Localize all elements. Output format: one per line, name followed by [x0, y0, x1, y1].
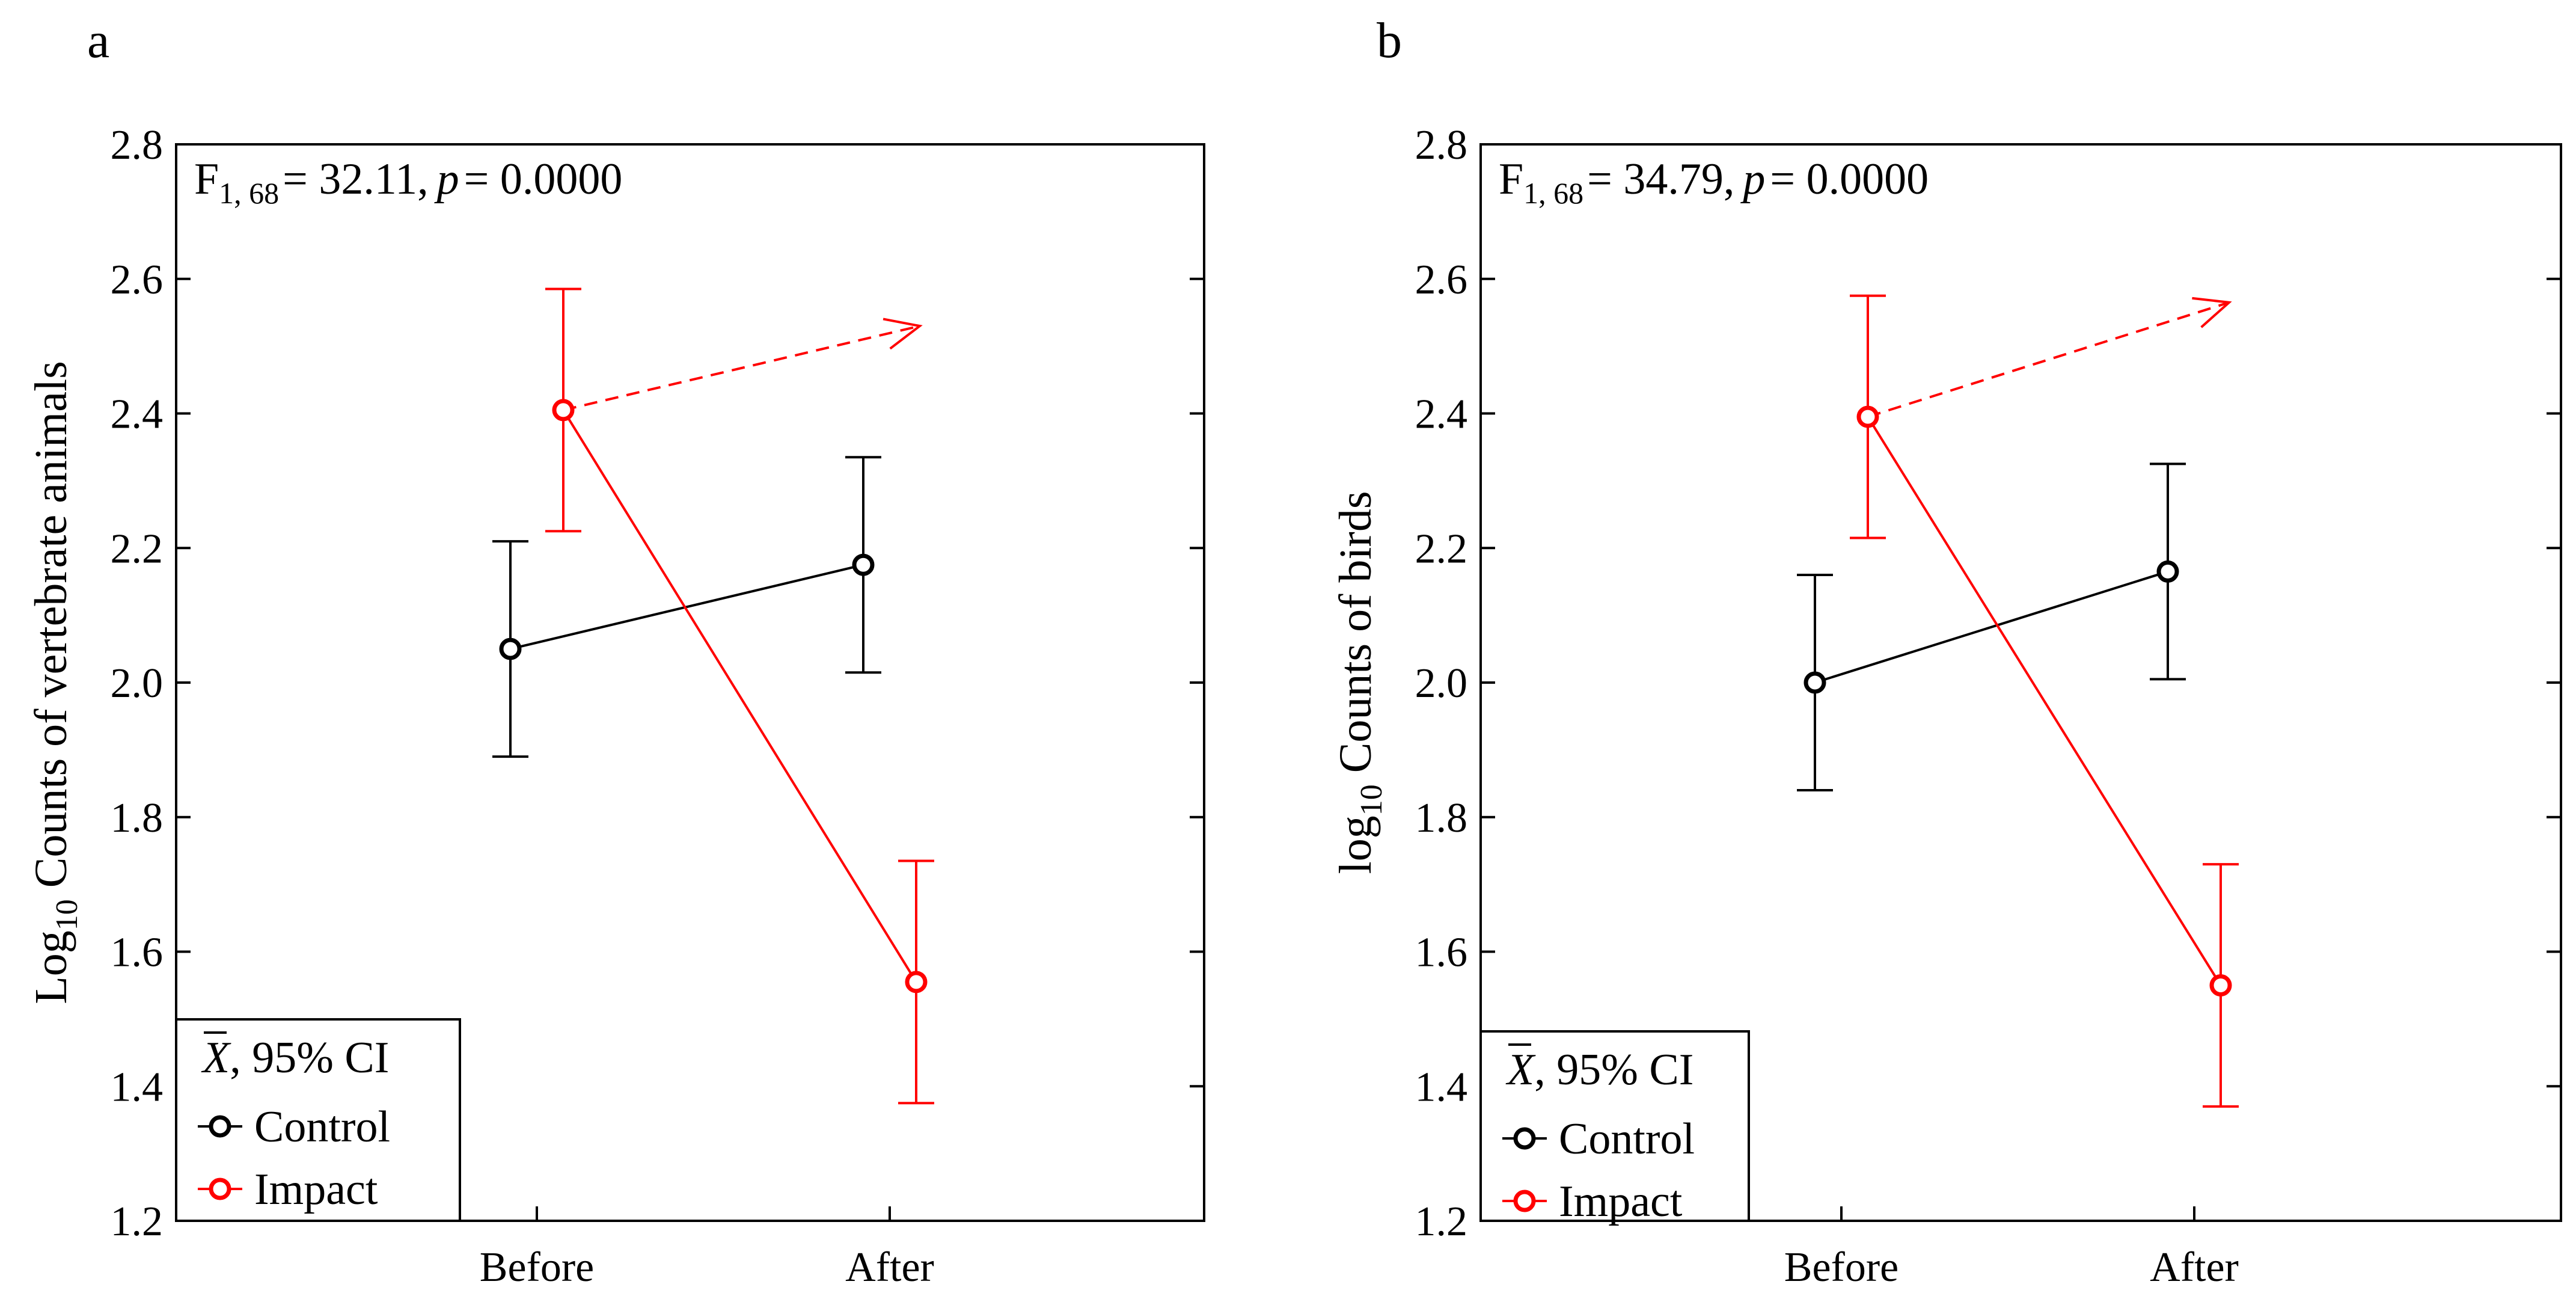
- y-tick-label: 1.2: [1415, 1199, 1468, 1245]
- y-axis-label: Log10 Counts of vertebrate animals: [26, 361, 84, 1004]
- y-tick-label: 2.6: [111, 257, 164, 303]
- projection-arrow-head: [2192, 296, 2232, 328]
- p-symbol: p: [434, 155, 459, 204]
- y-tick-label: 2.4: [111, 392, 164, 438]
- stat-df: 1, 68: [1523, 176, 1583, 210]
- y-tick-label: 1.2: [111, 1199, 164, 1245]
- y-tick-label: 2.8: [111, 122, 164, 168]
- y-axis-label-post: Counts of birds: [1330, 491, 1381, 785]
- stat-df: 1, 68: [219, 176, 279, 210]
- series-control: [1797, 462, 2186, 791]
- legend-swatch-marker: [1513, 1190, 1536, 1212]
- y-tick-label: 2.8: [1415, 122, 1468, 168]
- stats-annotation: F1, 68= 32.11, p = 0.0000: [194, 155, 622, 210]
- y-tick-label: 1.4: [1415, 1064, 1468, 1110]
- x-tick-label: Before: [1784, 1244, 1898, 1291]
- x-tick-label: Before: [480, 1244, 594, 1291]
- data-point: [552, 399, 575, 422]
- legend-title: X, 95% CI: [1505, 1045, 1693, 1095]
- p-symbol: p: [1740, 155, 1765, 204]
- panel-a: a 1.2 1.4 1.6 1.8 2.0 2.2 2.4 2.6 2.8 Before After L…: [26, 13, 1205, 1291]
- y-tick-label: 1.4: [111, 1064, 164, 1110]
- legend-swatch-marker: [209, 1115, 231, 1138]
- data-point: [1856, 405, 1879, 428]
- projection-arrow-line: [1867, 301, 2230, 419]
- legend-title-text: , 95% CI: [230, 1033, 389, 1082]
- y-tick-label: 1.8: [111, 795, 164, 841]
- stat-symbol: F: [1499, 155, 1523, 204]
- data-point: [905, 971, 928, 993]
- series-line: [1814, 570, 2168, 684]
- panel-label: b: [1377, 13, 1402, 69]
- y-axis-label-sub: 10: [1354, 784, 1389, 815]
- series-line: [510, 563, 864, 651]
- projection-arrow-head: [883, 318, 923, 350]
- data-point: [852, 553, 875, 576]
- y-tick-label: 1.6: [111, 930, 164, 976]
- y-axis-label: log10 Counts of birds: [1330, 491, 1389, 874]
- series-control: [492, 456, 881, 758]
- panel-b: b 1.2 1.4 1.6 1.8 2.0 2.2 2.4 2.6 2.8 Before After l…: [1330, 13, 2562, 1291]
- legend-entry-control: Control: [1559, 1114, 1695, 1164]
- legend: X, 95% CI Control Impact: [175, 1018, 461, 1222]
- data-point: [1804, 671, 1826, 694]
- x-tick-label: After: [2150, 1244, 2239, 1291]
- y-axis-label-pre: log: [1330, 815, 1381, 874]
- y-tick-label: 2.2: [111, 526, 164, 572]
- data-point: [2156, 560, 2179, 583]
- stat-symbol: F: [194, 155, 219, 204]
- y-tick-label: 2.0: [111, 660, 164, 707]
- stat-value: = 32.11,: [283, 155, 429, 204]
- legend-xbar-symbol: X: [1505, 1045, 1536, 1095]
- legend: X, 95% CI Control Impact: [1479, 1030, 1750, 1226]
- series-line: [1867, 416, 2222, 986]
- y-axis-label-pre: Log: [26, 930, 76, 1004]
- y-tick-label: 1.8: [1415, 795, 1468, 841]
- y-tick-label: 1.6: [1415, 930, 1468, 976]
- legend-entry-control: Control: [254, 1102, 390, 1152]
- data-point: [2209, 974, 2232, 996]
- legend-swatch-marker: [209, 1178, 231, 1200]
- p-value: = 0.0000: [1770, 155, 1929, 204]
- legend-title: X, 95% CI: [201, 1033, 389, 1082]
- series-line: [562, 409, 917, 983]
- data-point: [499, 637, 522, 660]
- x-tick-label: After: [845, 1244, 934, 1291]
- y-tick-label: 2.4: [1415, 392, 1468, 438]
- legend-title-text: , 95% CI: [1534, 1045, 1693, 1095]
- stats-annotation: F1, 68= 34.79, p = 0.0000: [1499, 155, 1929, 210]
- legend-swatch-marker: [1513, 1127, 1536, 1150]
- legend-box: [1479, 1030, 1750, 1222]
- legend-entry-impact: Impact: [254, 1165, 378, 1214]
- stat-value: = 34.79,: [1587, 155, 1734, 204]
- y-tick-label: 2.6: [1415, 257, 1468, 303]
- series-impact: [1850, 294, 2239, 1108]
- y-axis-label-post: Counts of vertebrate animals: [26, 361, 76, 899]
- legend-xbar-symbol: X: [201, 1033, 231, 1082]
- y-tick-label: 2.0: [1415, 660, 1468, 707]
- p-value: = 0.0000: [464, 155, 623, 204]
- y-tick-label: 2.2: [1415, 526, 1468, 572]
- legend-entry-impact: Impact: [1559, 1177, 1683, 1226]
- projection-arrow-line: [563, 325, 920, 411]
- panel-label: a: [87, 13, 109, 69]
- y-axis-label-sub: 10: [50, 899, 84, 930]
- series-impact: [545, 287, 934, 1105]
